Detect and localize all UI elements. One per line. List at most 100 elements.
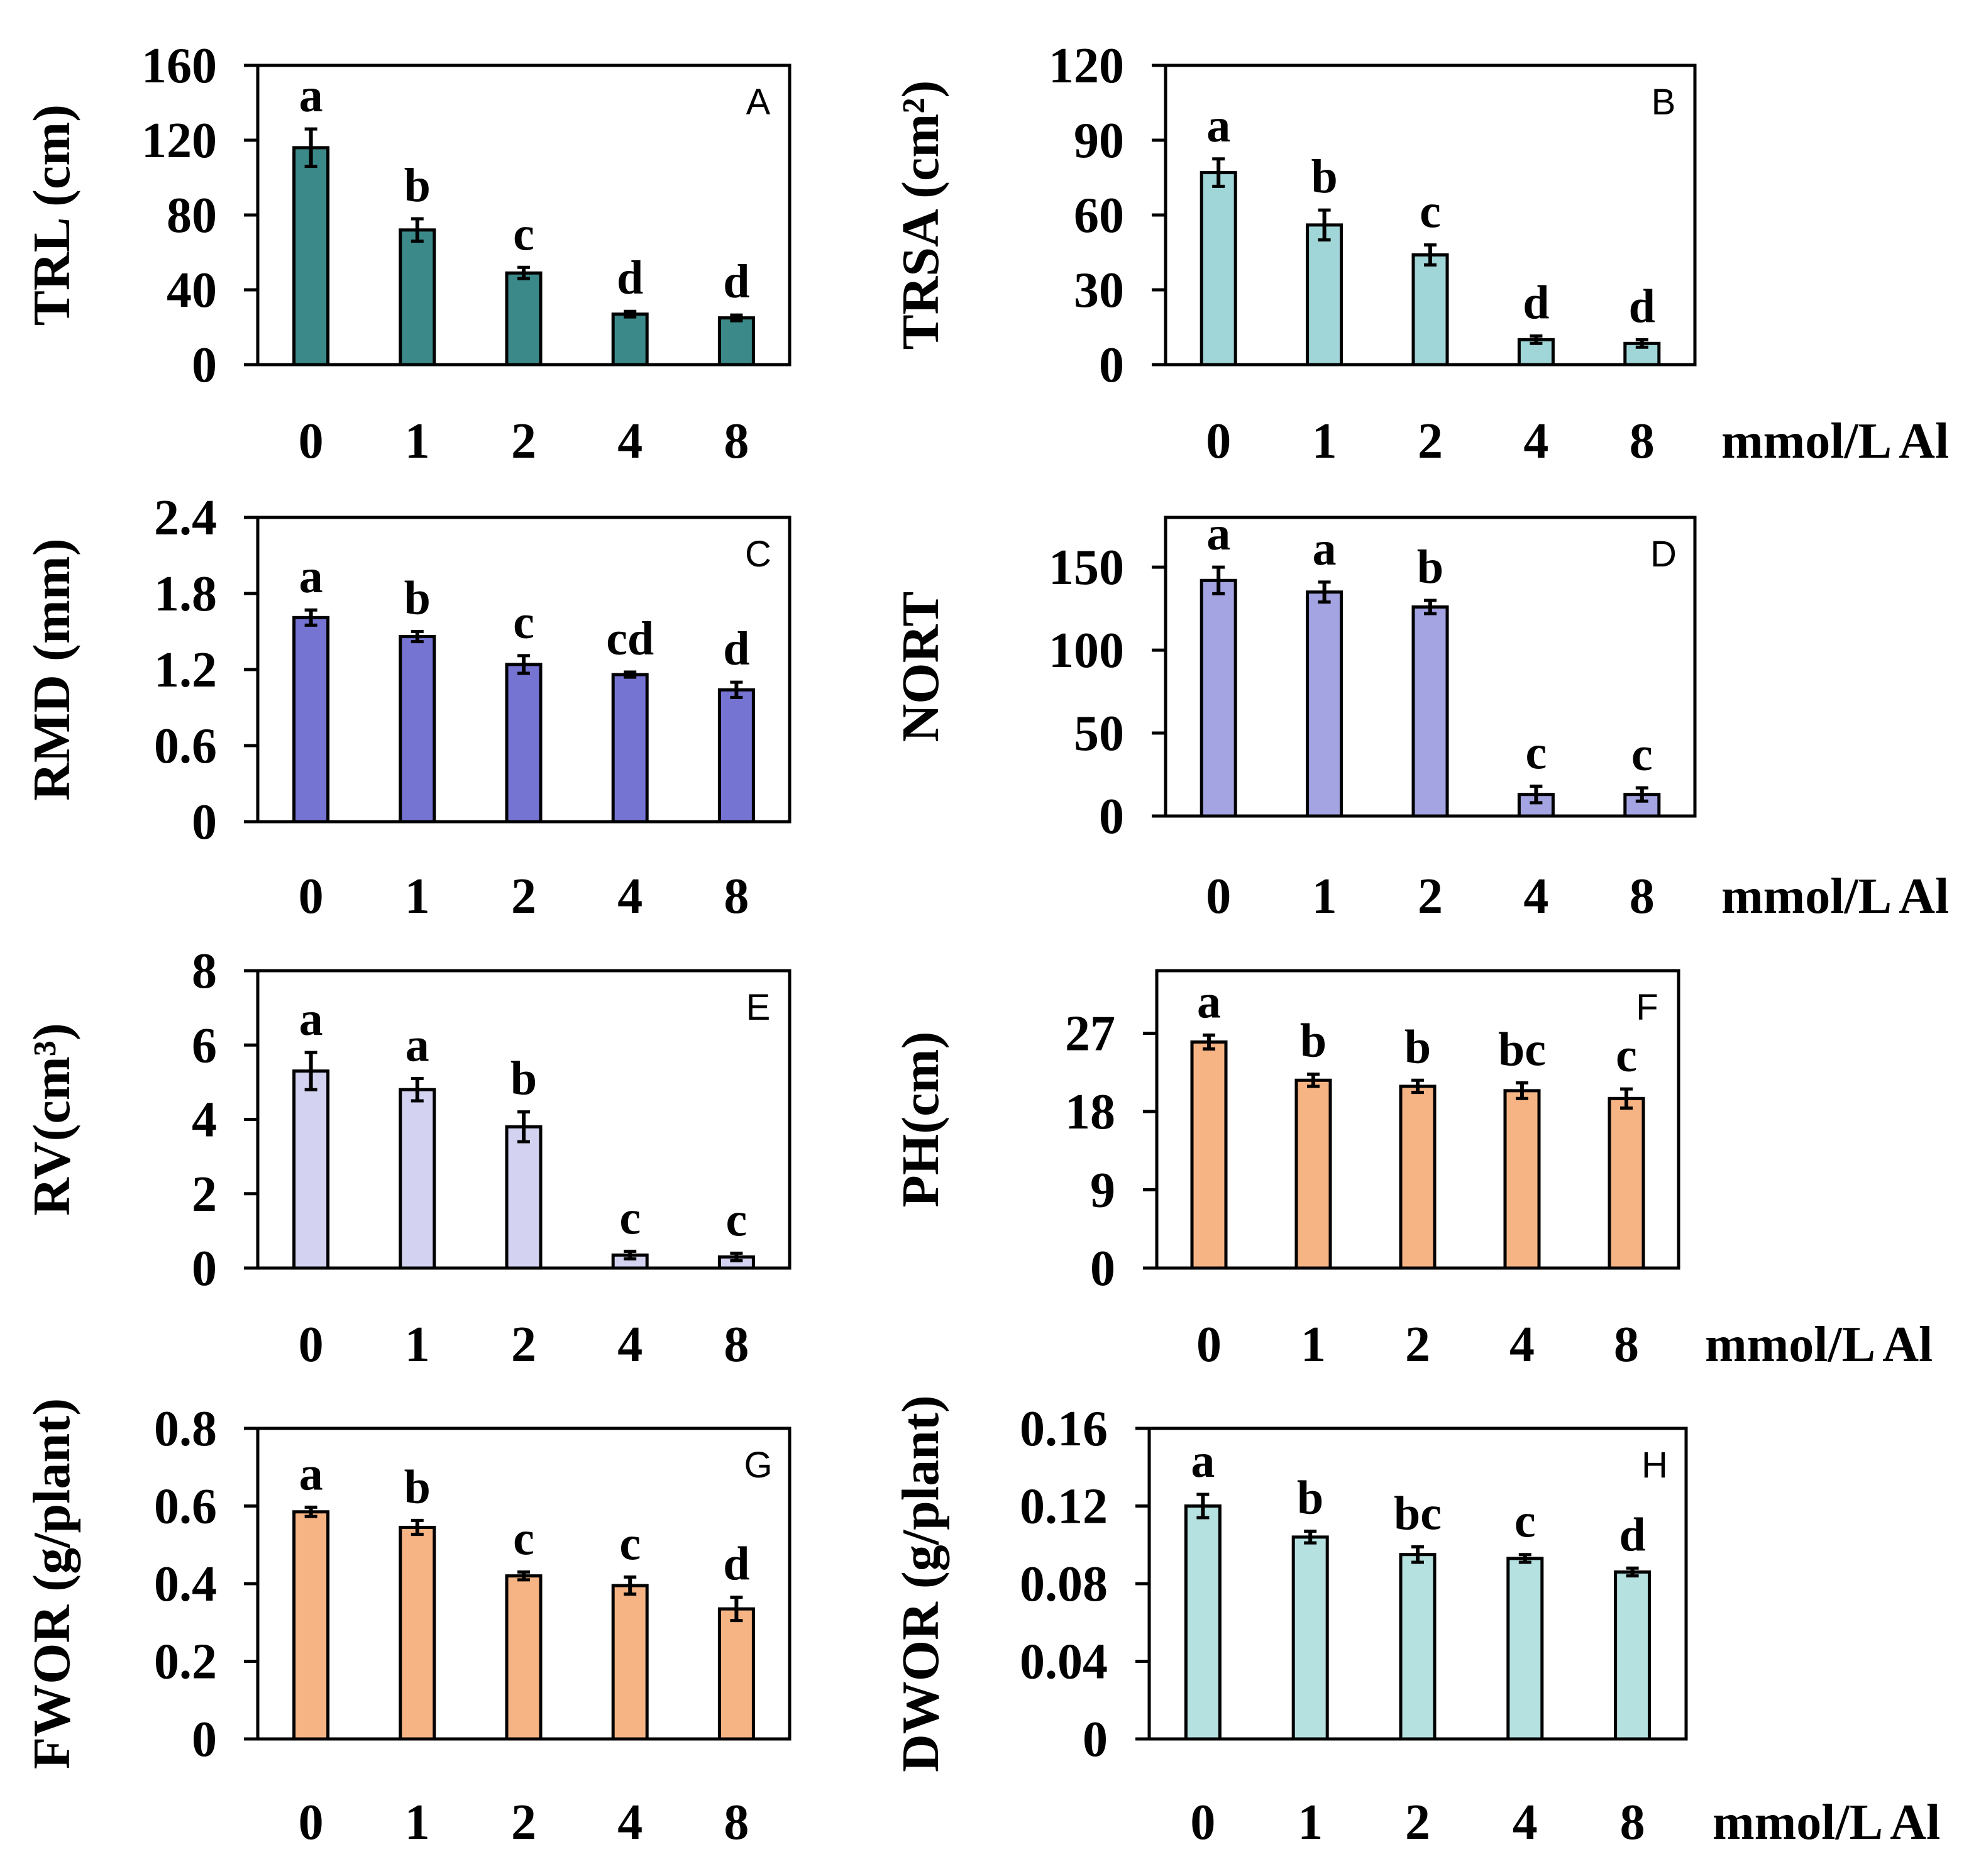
x-tick-label: 2 — [511, 1317, 536, 1372]
x-tick-label: 1 — [1301, 1317, 1326, 1372]
x-tick-label: 2 — [511, 869, 536, 924]
y-tick-label: 100 — [1049, 623, 1124, 678]
significance-label: d — [1629, 280, 1655, 333]
x-tick-label: 8 — [724, 1795, 749, 1850]
x-unit-label: mmol/L Al — [1705, 1317, 1933, 1372]
y-tick-label: 0 — [1090, 1241, 1115, 1296]
significance-label: d — [723, 622, 749, 675]
bar — [1190, 1040, 1228, 1270]
x-tick-label: 4 — [1509, 1317, 1535, 1372]
x-tick-label: 2 — [1405, 1317, 1430, 1372]
x-tick-label: 4 — [1513, 1795, 1538, 1850]
y-tick-label: 2.4 — [154, 490, 217, 546]
x-tick-label: 2 — [1418, 414, 1443, 469]
bar — [505, 1574, 543, 1741]
panel-letter: A — [746, 82, 771, 123]
y-tick-label: 0.12 — [1020, 1479, 1108, 1535]
panel-f: 0 9 18 27 PH(cm) Fa 0 b 1 b 2 bc 4 c 8 mmol/L Al — [891, 969, 1933, 1372]
bar — [292, 146, 330, 367]
x-tick-label: 1 — [1298, 1795, 1323, 1850]
bar — [505, 1125, 543, 1270]
bar — [1294, 1078, 1332, 1270]
y-tick-label: 40 — [167, 263, 217, 318]
significance-label: b — [1404, 1020, 1431, 1073]
y-axis-title: RMD (mm) — [23, 538, 81, 801]
bar — [505, 663, 543, 824]
panel-letter: G — [744, 1445, 772, 1486]
x-tick-label: 4 — [617, 1317, 643, 1372]
significance-label: c — [513, 1512, 534, 1565]
bar — [717, 1607, 755, 1741]
significance-label: c — [513, 207, 534, 260]
significance-label: d — [1619, 1508, 1645, 1561]
y-tick-label: 0.2 — [154, 1635, 217, 1690]
bar — [399, 1525, 436, 1741]
bar — [1200, 578, 1237, 818]
x-tick-label: 4 — [617, 869, 643, 924]
y-tick-label: 4 — [192, 1093, 217, 1148]
y-tick-label: 0 — [192, 1712, 217, 1767]
x-tick-label: 8 — [1630, 414, 1655, 469]
significance-label: b — [1417, 541, 1443, 593]
y-tick-label: 50 — [1074, 706, 1124, 761]
significance-label: a — [299, 1447, 323, 1500]
x-tick-label: 0 — [1206, 869, 1231, 924]
y-tick-label: 6 — [192, 1018, 217, 1073]
significance-label: d — [723, 1538, 749, 1591]
panel-letter: F — [1636, 987, 1658, 1028]
x-tick-label: 8 — [1614, 1317, 1639, 1372]
y-tick-label: 18 — [1065, 1084, 1115, 1140]
y-tick-label: 0 — [192, 338, 217, 393]
panel-h: 0 0.04 0.08 0.12 0.16 DWOR (g/plant) Ha 0 b 1 bc 2 c… — [891, 1395, 1940, 1850]
significance-label: a — [1313, 522, 1337, 575]
bar — [611, 1584, 649, 1741]
x-tick-label: 2 — [1405, 1795, 1430, 1850]
x-tick-label: 8 — [724, 869, 749, 924]
y-tick-label: 1.2 — [154, 643, 217, 698]
panel-letter: E — [746, 987, 771, 1028]
x-tick-label: 1 — [405, 414, 430, 469]
x-tick-label: 8 — [1620, 1795, 1645, 1850]
significance-label: a — [299, 69, 323, 122]
panel-letter: B — [1652, 82, 1676, 123]
significance-label: c — [1526, 727, 1547, 780]
y-tick-label: 0 — [1099, 789, 1124, 844]
x-unit-label: mmol/L Al — [1721, 869, 1949, 924]
significance-label: a — [405, 1018, 429, 1071]
x-tick-label: 1 — [405, 869, 430, 924]
significance-label: b — [510, 1052, 537, 1105]
y-tick-label: 0.08 — [1020, 1557, 1108, 1612]
panel-letter: C — [745, 534, 771, 575]
y-tick-label: 120 — [141, 113, 217, 168]
y-axis-title: RV(cm³) — [23, 1023, 81, 1216]
y-tick-label: 0.8 — [154, 1401, 217, 1457]
y-tick-label: 160 — [141, 38, 217, 94]
x-tick-label: 0 — [299, 869, 324, 924]
x-tick-label: 2 — [511, 1795, 536, 1850]
significance-label: c — [619, 1518, 641, 1570]
significance-label: c — [726, 1193, 748, 1246]
x-tick-label: 1 — [1312, 869, 1337, 924]
y-tick-label: 2 — [192, 1167, 217, 1222]
x-tick-label: 2 — [511, 414, 536, 469]
x-tick-label: 1 — [405, 1317, 430, 1372]
significance-label: a — [1197, 975, 1221, 1028]
x-tick-label: 1 — [1312, 414, 1337, 469]
x-tick-label: 4 — [1523, 869, 1548, 924]
y-tick-label: 30 — [1074, 263, 1124, 318]
significance-label: a — [1191, 1435, 1215, 1487]
bar — [1614, 1570, 1652, 1741]
panel-e: 0 2 4 6 8 RV(cm³) Ea 0 a 1 b 2 c 4 c 8 — [23, 944, 792, 1372]
bar — [1506, 1557, 1544, 1741]
x-tick-label: 2 — [1418, 869, 1443, 924]
y-tick-label: 80 — [167, 188, 217, 243]
y-axis-title: NORT — [891, 592, 950, 742]
y-tick-label: 0 — [1083, 1712, 1108, 1767]
significance-label: b — [404, 159, 431, 212]
significance-label: d — [617, 251, 643, 304]
x-tick-label: 4 — [1523, 414, 1548, 469]
y-tick-label: 9 — [1090, 1163, 1115, 1218]
bar — [611, 312, 649, 367]
y-axis-title: FWOR (g/plant) — [23, 1398, 81, 1769]
bar — [1411, 605, 1449, 818]
